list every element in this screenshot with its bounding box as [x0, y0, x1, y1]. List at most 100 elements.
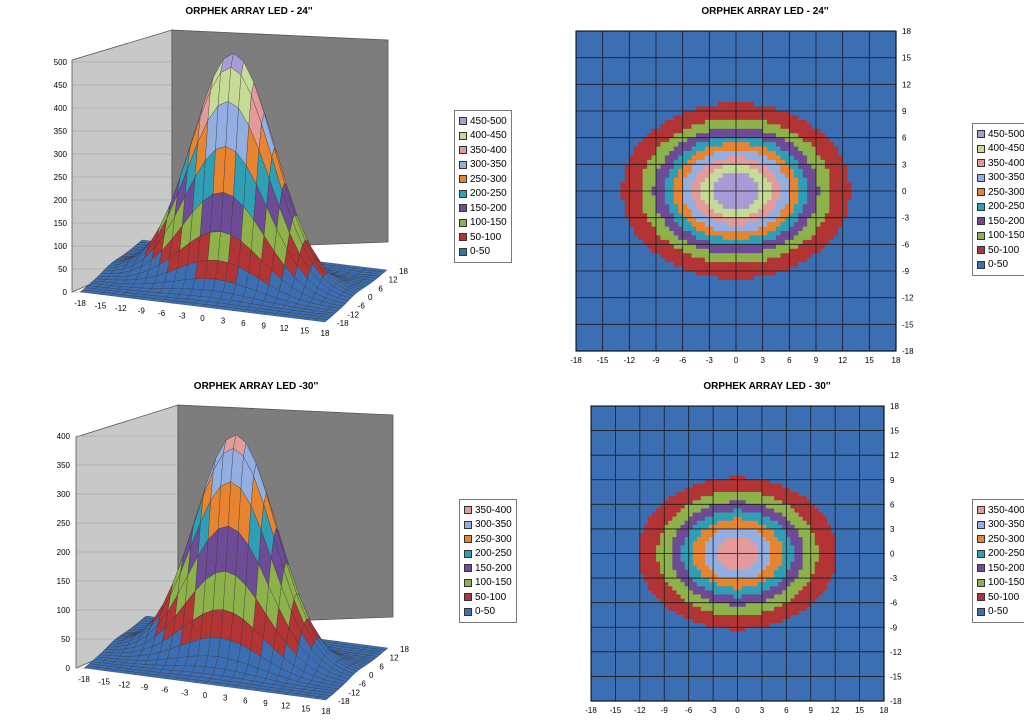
contour-cell [620, 84, 626, 90]
contour-cell [740, 182, 746, 188]
contour-cell [820, 119, 826, 125]
contour-cell [847, 93, 853, 99]
contour-cell [798, 93, 804, 99]
contour-cell [713, 75, 719, 81]
contour-cell [718, 57, 724, 63]
contour-cell [647, 124, 653, 130]
contour-cell [736, 204, 742, 210]
contour-cell [607, 315, 613, 321]
contour-cell [869, 244, 875, 250]
contour-cell [727, 248, 733, 254]
contour-cell [642, 195, 648, 201]
contour-cell [860, 31, 866, 37]
contour-cell [802, 71, 808, 77]
contour-cell [744, 79, 750, 85]
contour-cell [816, 88, 822, 94]
contour-cell [771, 297, 777, 303]
contour-cell [598, 217, 604, 223]
contour-cell [847, 71, 853, 77]
contour-cell [678, 66, 684, 72]
contour-cell [780, 324, 786, 330]
contour-cell [784, 226, 790, 232]
contour-cell [727, 235, 733, 241]
contour-cell [882, 62, 888, 68]
contour-cell [816, 208, 822, 214]
contour-cell [598, 279, 604, 285]
contour-cell [669, 106, 675, 112]
contour-cell [851, 173, 857, 179]
contour-cell [807, 235, 813, 241]
contour-cell [602, 53, 608, 59]
contour-cell [829, 71, 835, 77]
contour-cell [580, 93, 586, 99]
contour-cell [673, 186, 679, 192]
contour-cell [740, 177, 746, 183]
contour-cell [793, 302, 799, 308]
contour-cell [629, 279, 635, 285]
contour-cell [816, 257, 822, 263]
contour-cell [802, 84, 808, 90]
contour-cell [838, 182, 844, 188]
contour-cell [722, 346, 728, 352]
contour-cell [576, 182, 582, 188]
contour-cell [669, 75, 675, 81]
contour-cell [664, 293, 670, 299]
contour-cell [682, 333, 688, 339]
contour-cell [878, 235, 884, 241]
contour-cell [580, 328, 586, 334]
contour-cell [687, 293, 693, 299]
contour-cell [602, 79, 608, 85]
contour-cell [660, 266, 666, 272]
contour-cell [704, 244, 710, 250]
contour-cell [660, 208, 666, 214]
contour-cell [696, 279, 702, 285]
contour-cell [691, 279, 697, 285]
contour-cell [624, 293, 630, 299]
contour-cell [824, 115, 830, 121]
contour-cell [824, 342, 830, 348]
contour-cell [651, 111, 657, 117]
contour-cell [616, 155, 622, 161]
contour-cell [616, 177, 622, 183]
contour-cell [584, 93, 590, 99]
contour-cell [864, 39, 870, 45]
contour-cell [749, 199, 755, 205]
contour-cell [624, 71, 630, 77]
contour-cell [682, 231, 688, 237]
contour-cell [647, 151, 653, 157]
contour-cell [807, 271, 813, 277]
contour-cell [847, 119, 853, 125]
contour-cell [664, 328, 670, 334]
contour-cell [749, 119, 755, 125]
contour-cell [700, 75, 706, 81]
contour-cell [584, 133, 590, 139]
contour-cell [629, 288, 635, 294]
contour-cell [709, 133, 715, 139]
contour-cell [651, 279, 657, 285]
contour-cell [838, 311, 844, 317]
contour-cell [700, 84, 706, 90]
contour-cell [811, 48, 817, 54]
contour-cell [669, 302, 675, 308]
contour-cell [607, 271, 613, 277]
contour-cell [656, 35, 662, 41]
contour-cell [576, 119, 582, 125]
contour-cell [616, 217, 622, 223]
contour-cell [820, 319, 826, 325]
contour-cell [833, 84, 839, 90]
contour-cell [838, 53, 844, 59]
contour-cell [798, 248, 804, 254]
contour-cell [647, 88, 653, 94]
contour-cell [682, 146, 688, 152]
contour-cell [713, 284, 719, 290]
contour-cell [642, 35, 648, 41]
contour-cell [584, 102, 590, 108]
contour-cell [718, 302, 724, 308]
contour-cell [824, 333, 830, 339]
contour-cell [829, 31, 835, 37]
contour-cell [851, 186, 857, 192]
contour-cell [731, 53, 737, 59]
contour-cell [856, 93, 862, 99]
contour-cell [616, 106, 622, 112]
contour-cell [704, 315, 710, 321]
